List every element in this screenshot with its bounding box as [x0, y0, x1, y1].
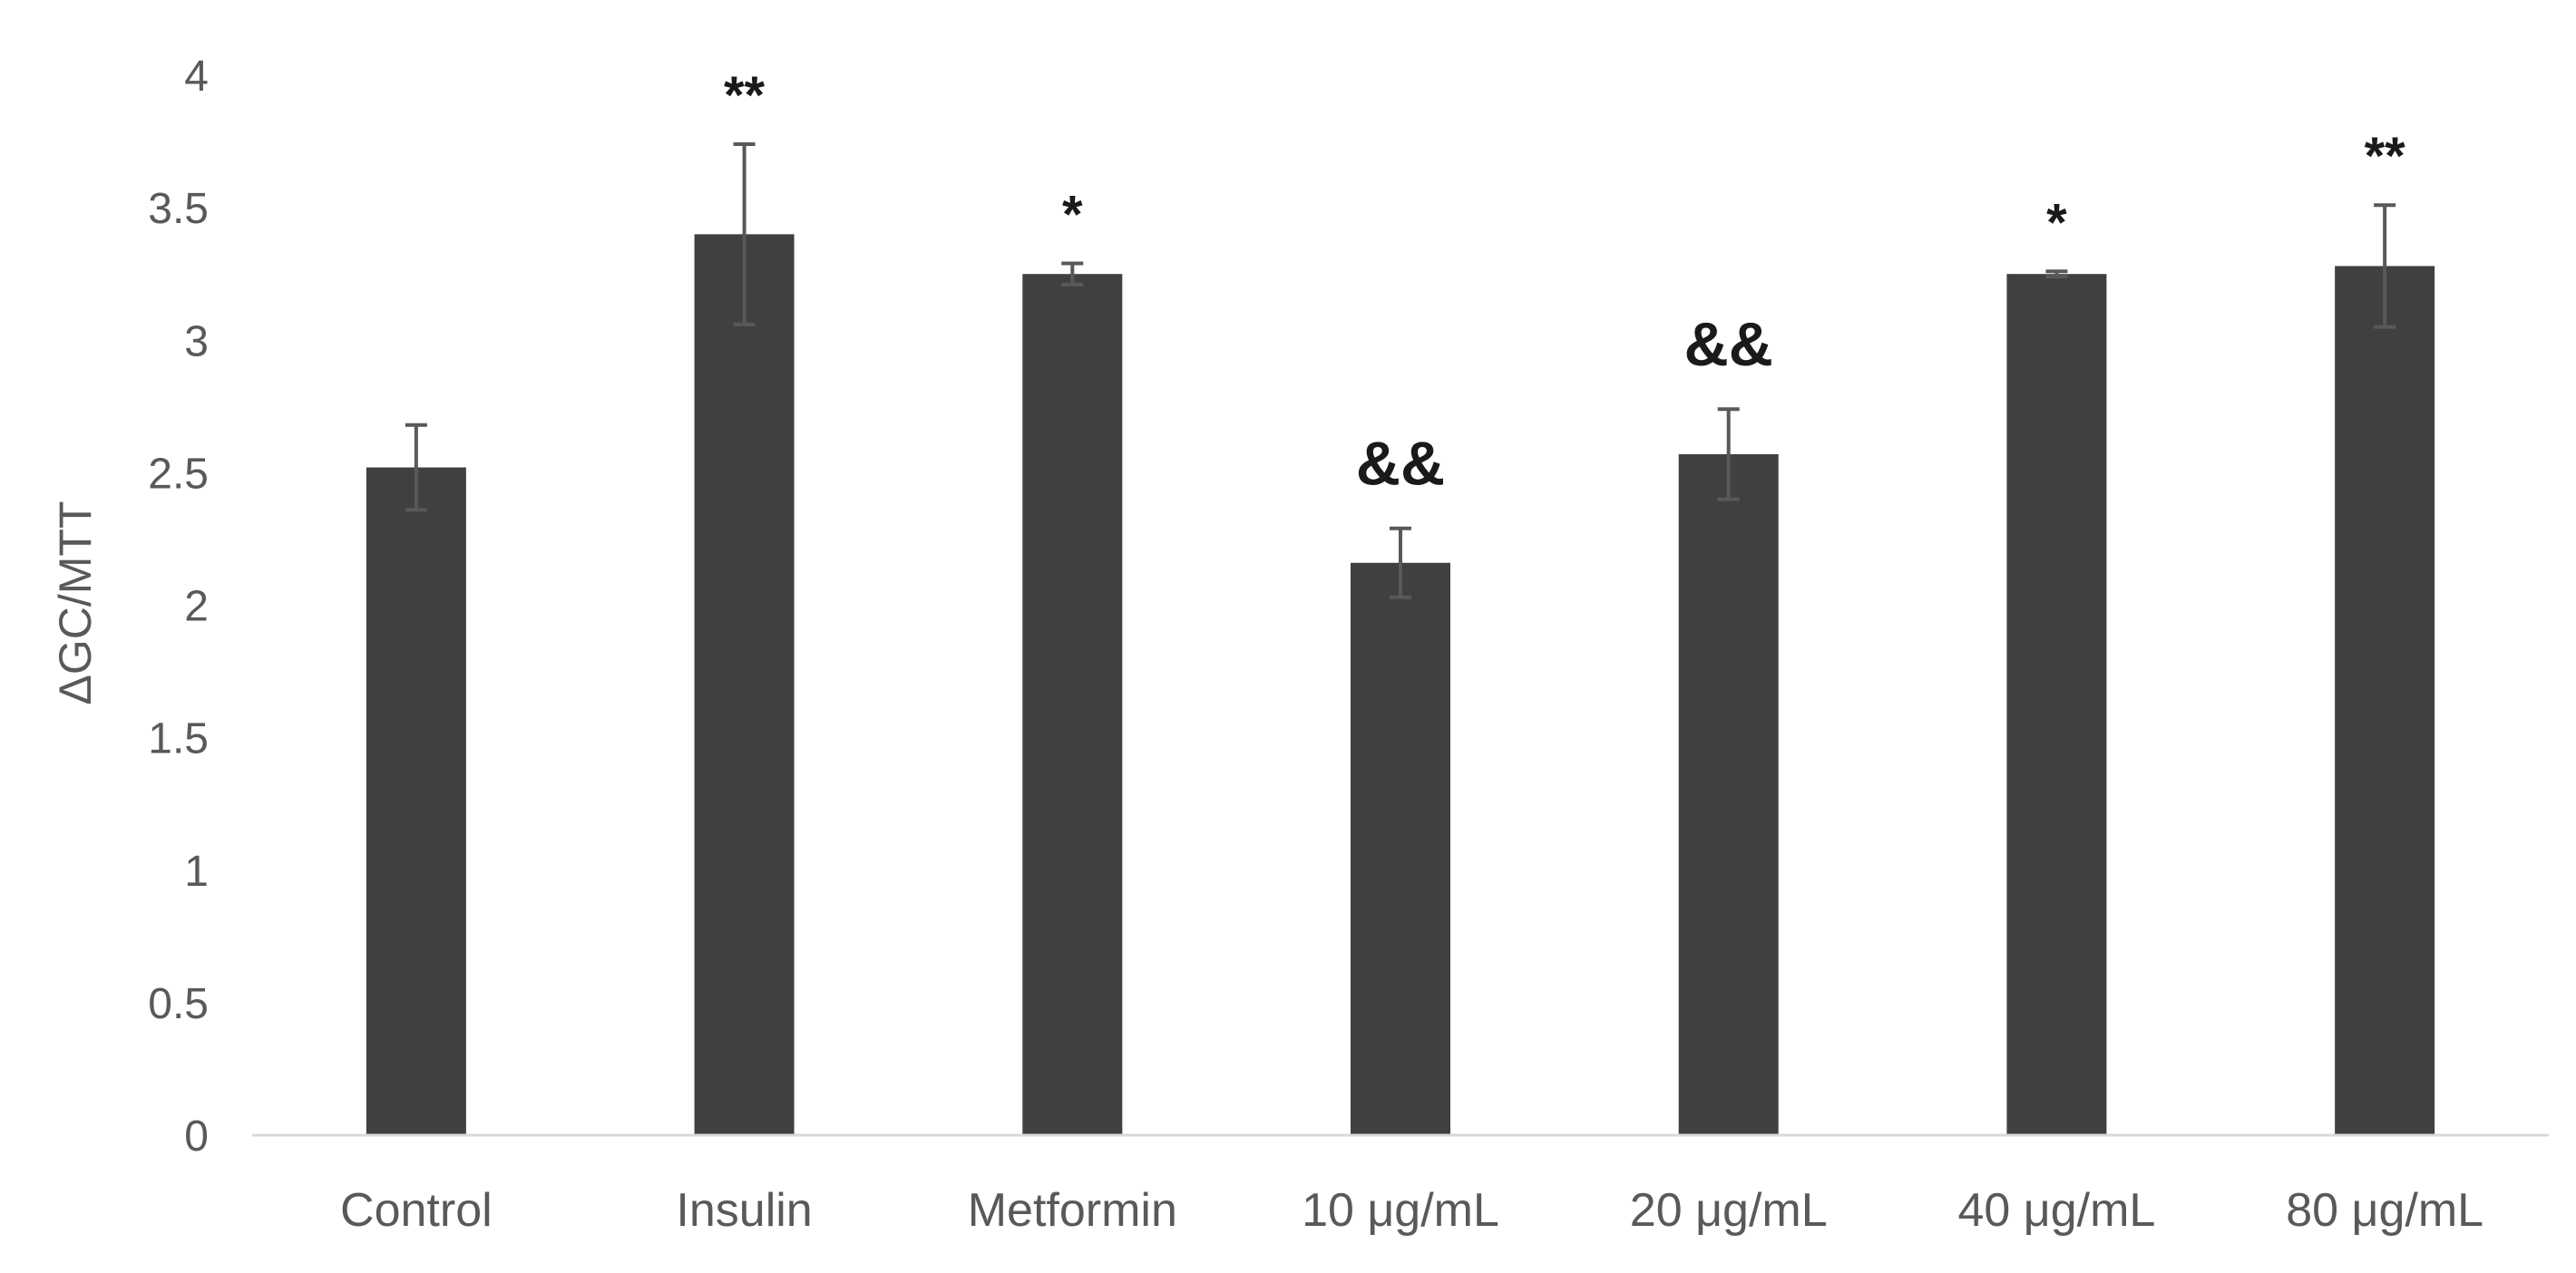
- error-bar: [1061, 261, 1084, 287]
- y-axis-ticks: 0 0.5 1 1.5 2 2.5 3 3.5 4: [148, 53, 209, 1161]
- significance-label: **: [2365, 127, 2406, 186]
- significance-label: *: [1062, 185, 1083, 244]
- bar: [694, 234, 795, 1136]
- error-bar: [2374, 203, 2396, 329]
- bar: [1678, 453, 1779, 1136]
- error-bar: [2045, 269, 2068, 279]
- error-bars: [405, 141, 2396, 599]
- y-tick-label: 3.5: [148, 185, 209, 233]
- bar: [1351, 562, 1450, 1135]
- x-category-label: Insulin: [676, 1184, 812, 1237]
- bar: [2006, 274, 2107, 1135]
- bar: [2335, 266, 2435, 1135]
- x-category-label: Control: [340, 1184, 493, 1237]
- y-axis-title: ΔGC/MTT: [50, 500, 101, 705]
- y-tick-label: 1: [184, 848, 209, 896]
- x-category-label: 10 μg/mL: [1302, 1184, 1499, 1237]
- y-tick-label: 4: [184, 53, 209, 101]
- y-tick-label: 0: [184, 1113, 209, 1161]
- x-category-label: 40 μg/mL: [1957, 1184, 2155, 1237]
- error-bar: [405, 423, 427, 512]
- error-bar: [1390, 526, 1411, 599]
- significance-label: *: [2046, 193, 2067, 252]
- y-tick-label: 1.5: [148, 715, 209, 763]
- x-category-label: 80 μg/mL: [2286, 1184, 2483, 1237]
- error-bar: [733, 141, 756, 326]
- x-axis-labels: Control Insulin Metformin 10 μg/mL 20 μg/mL 4…: [340, 1184, 2483, 1237]
- y-tick-label: 0.5: [148, 980, 209, 1028]
- significance-annotations: ***&&&&***: [724, 66, 2405, 499]
- error-bar: [1717, 407, 1740, 501]
- bar: [1022, 274, 1123, 1135]
- significance-label: &&: [1684, 310, 1773, 379]
- significance-label: **: [724, 66, 766, 125]
- y-tick-label: 2: [184, 583, 209, 631]
- x-category-label: Metformin: [968, 1184, 1177, 1237]
- bar: [366, 467, 466, 1135]
- y-tick-label: 3: [184, 317, 209, 365]
- bars: [366, 234, 2435, 1136]
- y-tick-label: 2.5: [148, 450, 209, 498]
- x-category-label: 20 μg/mL: [1630, 1184, 1828, 1237]
- significance-label: &&: [1356, 430, 1445, 499]
